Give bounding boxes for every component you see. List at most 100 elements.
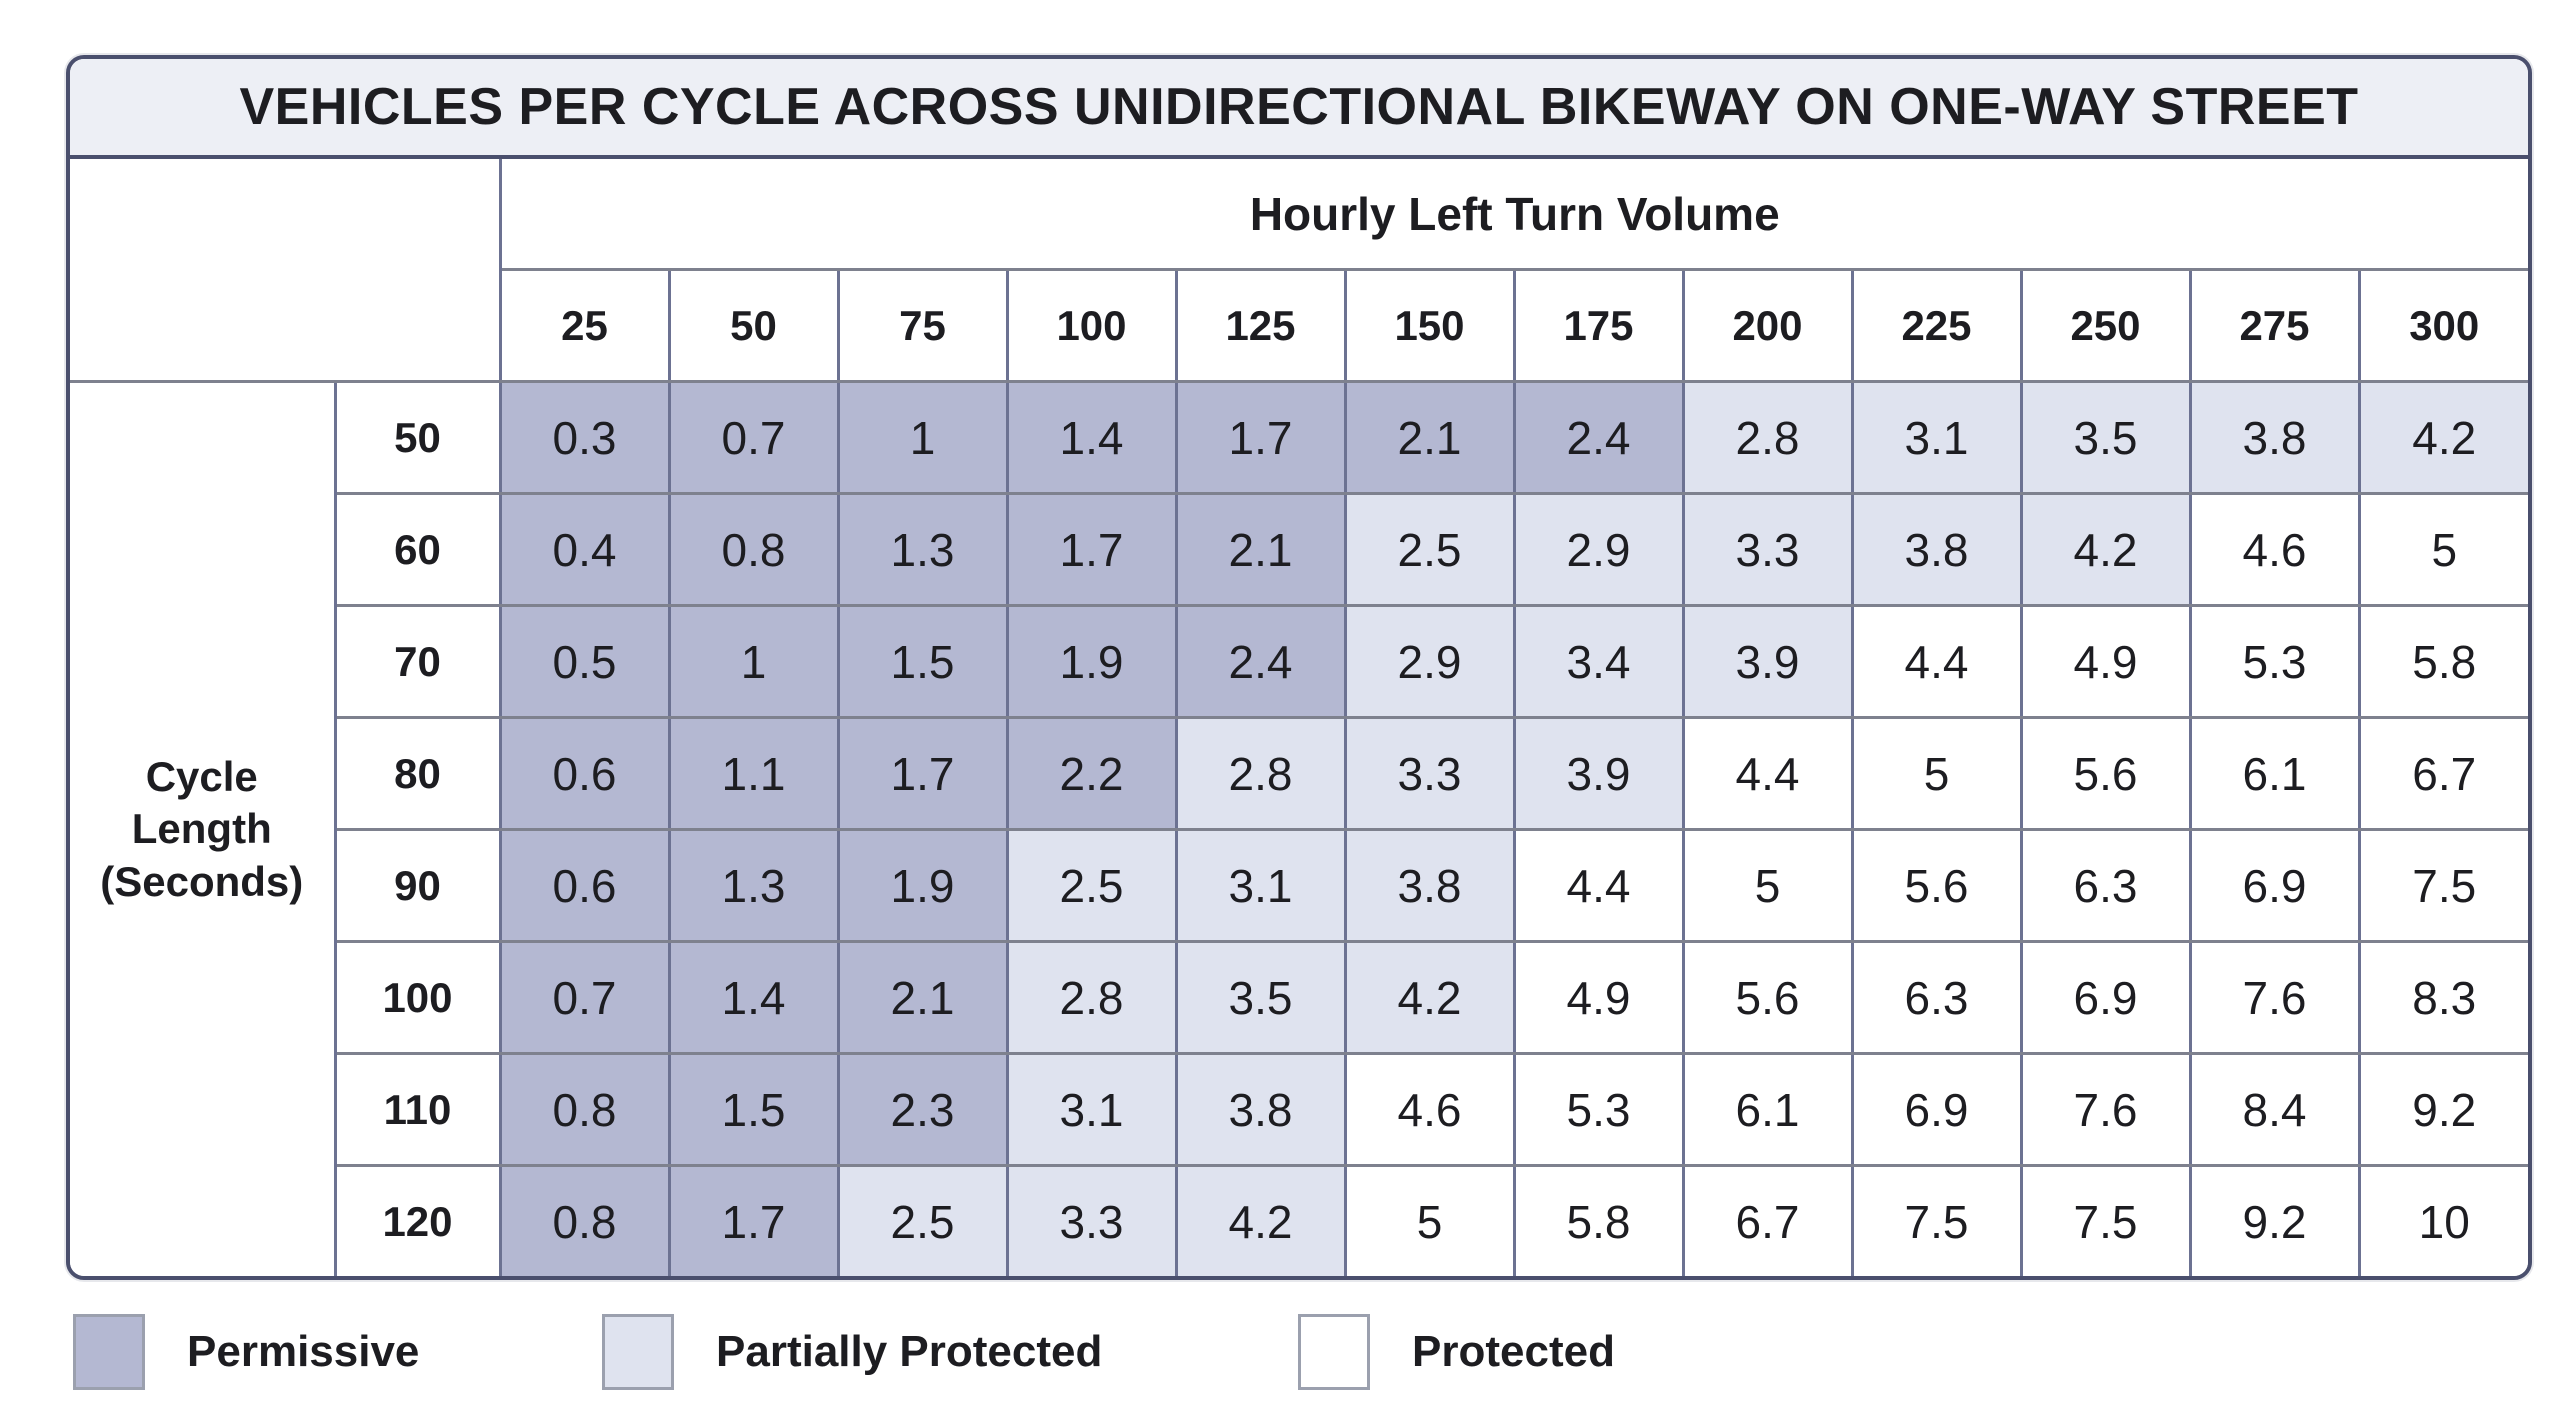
table-body: Cycle Length (Seconds) 50 0.3 0.7 1 1.4 1.7 2.1…: [70, 380, 2528, 1276]
cell-100-125: 3.5: [1174, 940, 1347, 1055]
cell-90-200: 5: [1681, 828, 1854, 943]
cell-50-50: 0.7: [667, 380, 840, 495]
cell-120-125: 4.2: [1174, 1164, 1347, 1276]
column-header-175: 175: [1512, 268, 1685, 383]
cell-110-275: 8.4: [2188, 1052, 2361, 1167]
row-header-50: 50: [333, 380, 502, 495]
cell-100-200: 5.6: [1681, 940, 1854, 1055]
cell-60-100: 1.7: [1005, 492, 1178, 607]
cell-80-250: 5.6: [2019, 716, 2192, 831]
legend-item-protected: Protected: [1298, 1314, 1615, 1390]
corner-cell: [70, 157, 502, 383]
cell-120-200: 6.7: [1681, 1164, 1854, 1276]
cell-60-125: 2.1: [1174, 492, 1347, 607]
cell-50-275: 3.8: [2188, 380, 2361, 495]
cell-100-50: 1.4: [667, 940, 840, 1055]
column-header-250: 250: [2019, 268, 2192, 383]
row-header-80: 80: [333, 716, 502, 831]
column-header-150: 150: [1343, 268, 1516, 383]
cell-50-75: 1: [836, 380, 1009, 495]
cell-120-300: 10: [2357, 1164, 2528, 1276]
cell-80-25: 0.6: [498, 716, 671, 831]
cell-100-225: 6.3: [1850, 940, 2023, 1055]
cell-100-250: 6.9: [2019, 940, 2192, 1055]
cell-80-50: 1.1: [667, 716, 840, 831]
cell-120-25: 0.8: [498, 1164, 671, 1276]
cell-90-125: 3.1: [1174, 828, 1347, 943]
column-header-225: 225: [1850, 268, 2023, 383]
vehicles-per-cycle-table-card: VEHICLES PER CYCLE ACROSS UNIDIRECTIONAL…: [66, 55, 2532, 1280]
column-group-label: Hourly Left Turn Volume: [498, 157, 2528, 271]
table-row-90: 90 0.6 1.3 1.9 2.5 3.1 3.8 4.4 5 5.6 6.3 6.9 7.5: [70, 828, 2528, 943]
cell-110-300: 9.2: [2357, 1052, 2528, 1167]
cell-90-75: 1.9: [836, 828, 1009, 943]
cell-50-100: 1.4: [1005, 380, 1178, 495]
row-header-100: 100: [333, 940, 502, 1055]
column-group-row: Hourly Left Turn Volume: [70, 157, 2528, 383]
cell-80-175: 3.9: [1512, 716, 1685, 831]
partially-protected-label: Partially Protected: [716, 1327, 1103, 1376]
cell-80-200: 4.4: [1681, 716, 1854, 831]
cell-120-50: 1.7: [667, 1164, 840, 1276]
cell-50-250: 3.5: [2019, 380, 2192, 495]
table-row-70: 70 0.5 1 1.5 1.9 2.4 2.9 3.4 3.9 4.4 4.9 5.3 5.8: [70, 604, 2528, 719]
table-head: Hourly Left Turn Volume 25 50 75 100 125 150 1…: [70, 157, 2528, 383]
cell-60-200: 3.3: [1681, 492, 1854, 607]
column-header-50: 50: [667, 268, 840, 383]
cell-100-75: 2.1: [836, 940, 1009, 1055]
cell-80-100: 2.2: [1005, 716, 1178, 831]
column-header-75: 75: [836, 268, 1009, 383]
vehicles-per-cycle-table: Hourly Left Turn Volume 25 50 75 100 125 150 1…: [70, 157, 2528, 1276]
cell-90-175: 4.4: [1512, 828, 1685, 943]
cell-60-25: 0.4: [498, 492, 671, 607]
row-header-60: 60: [333, 492, 502, 607]
row-group-label: Cycle Length (Seconds): [70, 380, 337, 1276]
cell-70-50: 1: [667, 604, 840, 719]
table-row-80: 80 0.6 1.1 1.7 2.2 2.8 3.3 3.9 4.4 5 5.6 6.1 6.7: [70, 716, 2528, 831]
cell-110-100: 3.1: [1005, 1052, 1178, 1167]
cell-110-25: 0.8: [498, 1052, 671, 1167]
cell-120-225: 7.5: [1850, 1164, 2023, 1276]
cell-70-200: 3.9: [1681, 604, 1854, 719]
cell-60-275: 4.6: [2188, 492, 2361, 607]
cell-110-75: 2.3: [836, 1052, 1009, 1167]
cell-110-50: 1.5: [667, 1052, 840, 1167]
cell-110-125: 3.8: [1174, 1052, 1347, 1167]
table-title: VEHICLES PER CYCLE ACROSS UNIDIRECTIONAL…: [70, 59, 2528, 159]
cell-90-275: 6.9: [2188, 828, 2361, 943]
column-header-25: 25: [498, 268, 671, 383]
column-header-300: 300: [2357, 268, 2528, 383]
cell-50-200: 2.8: [1681, 380, 1854, 495]
cell-60-225: 3.8: [1850, 492, 2023, 607]
cell-70-100: 1.9: [1005, 604, 1178, 719]
cell-120-75: 2.5: [836, 1164, 1009, 1276]
cell-100-100: 2.8: [1005, 940, 1178, 1055]
column-header-100: 100: [1005, 268, 1178, 383]
cell-50-300: 4.2: [2357, 380, 2528, 495]
cell-50-125: 1.7: [1174, 380, 1347, 495]
cell-70-275: 5.3: [2188, 604, 2361, 719]
protected-label: Protected: [1412, 1327, 1615, 1376]
cell-90-150: 3.8: [1343, 828, 1516, 943]
cell-70-25: 0.5: [498, 604, 671, 719]
column-header-125: 125: [1174, 268, 1347, 383]
legend-item-permissive: Permissive: [73, 1314, 419, 1390]
cell-110-225: 6.9: [1850, 1052, 2023, 1167]
cell-70-300: 5.8: [2357, 604, 2528, 719]
cell-50-225: 3.1: [1850, 380, 2023, 495]
cell-70-75: 1.5: [836, 604, 1009, 719]
cell-110-250: 7.6: [2019, 1052, 2192, 1167]
cell-100-150: 4.2: [1343, 940, 1516, 1055]
partially-protected-swatch: [602, 1314, 674, 1390]
cell-60-75: 1.3: [836, 492, 1009, 607]
column-header-200: 200: [1681, 268, 1854, 383]
cell-50-25: 0.3: [498, 380, 671, 495]
cell-70-175: 3.4: [1512, 604, 1685, 719]
cell-100-25: 0.7: [498, 940, 671, 1055]
protected-swatch: [1298, 1314, 1370, 1390]
cell-50-175: 2.4: [1512, 380, 1685, 495]
cell-80-75: 1.7: [836, 716, 1009, 831]
cell-70-250: 4.9: [2019, 604, 2192, 719]
cell-90-50: 1.3: [667, 828, 840, 943]
cell-80-125: 2.8: [1174, 716, 1347, 831]
